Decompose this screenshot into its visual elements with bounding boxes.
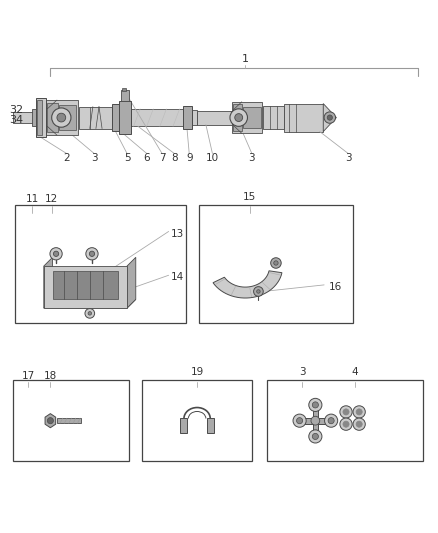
Bar <box>192 110 197 125</box>
Polygon shape <box>44 300 136 308</box>
Text: 9: 9 <box>186 153 193 163</box>
Text: 8: 8 <box>171 153 178 163</box>
Bar <box>243 107 261 128</box>
Bar <box>53 271 118 300</box>
Bar <box>197 110 232 125</box>
Bar <box>267 381 423 462</box>
Circle shape <box>309 398 322 411</box>
Bar <box>122 88 126 91</box>
Circle shape <box>340 406 352 418</box>
Circle shape <box>311 416 320 425</box>
Text: 2: 2 <box>63 153 70 163</box>
Bar <box>142 381 252 462</box>
Circle shape <box>57 113 66 122</box>
Bar <box>313 405 318 437</box>
Circle shape <box>356 409 362 415</box>
Bar <box>44 266 127 308</box>
Bar <box>15 205 186 324</box>
Bar <box>131 109 184 126</box>
Circle shape <box>325 414 338 427</box>
Circle shape <box>89 251 95 256</box>
Bar <box>13 381 129 462</box>
Text: 3: 3 <box>299 367 306 377</box>
Text: 19: 19 <box>191 367 204 377</box>
Bar <box>199 205 353 324</box>
Text: 6: 6 <box>143 153 150 163</box>
Circle shape <box>271 258 281 268</box>
Circle shape <box>343 409 349 415</box>
Text: 4: 4 <box>351 367 358 377</box>
Circle shape <box>356 421 362 427</box>
Polygon shape <box>45 414 56 427</box>
Circle shape <box>327 115 332 120</box>
Circle shape <box>309 430 322 443</box>
Polygon shape <box>323 103 336 132</box>
Bar <box>233 104 242 131</box>
Bar <box>13 112 33 123</box>
Text: 10: 10 <box>206 153 219 163</box>
Polygon shape <box>44 257 53 308</box>
Text: 13: 13 <box>171 229 184 239</box>
Circle shape <box>312 402 318 408</box>
Polygon shape <box>127 257 136 308</box>
Text: 11: 11 <box>25 193 39 204</box>
Bar <box>284 103 323 132</box>
Text: 5: 5 <box>124 153 131 163</box>
Text: 12: 12 <box>45 193 58 204</box>
Bar <box>47 103 58 133</box>
Circle shape <box>297 418 303 424</box>
Text: 7: 7 <box>159 153 166 163</box>
Bar <box>207 418 214 433</box>
Circle shape <box>88 312 92 315</box>
Circle shape <box>85 309 95 318</box>
Bar <box>57 418 81 423</box>
Bar <box>121 90 129 101</box>
Bar <box>79 107 112 128</box>
Circle shape <box>235 114 243 122</box>
Circle shape <box>293 414 306 427</box>
Circle shape <box>274 261 278 265</box>
Text: 15: 15 <box>243 192 256 203</box>
Circle shape <box>53 251 59 256</box>
Text: 1: 1 <box>242 54 249 64</box>
Circle shape <box>353 406 365 418</box>
Text: 3: 3 <box>345 153 352 163</box>
Text: 32: 32 <box>10 104 24 115</box>
Circle shape <box>312 433 318 440</box>
Text: 18: 18 <box>44 371 57 381</box>
Circle shape <box>52 108 71 127</box>
Bar <box>36 98 46 138</box>
Bar <box>180 418 187 433</box>
Circle shape <box>47 418 53 424</box>
Bar <box>183 106 192 129</box>
Circle shape <box>257 290 260 293</box>
Bar <box>59 106 76 130</box>
Circle shape <box>230 109 247 126</box>
Circle shape <box>340 418 352 430</box>
Bar <box>119 101 131 134</box>
Circle shape <box>50 248 62 260</box>
Circle shape <box>254 287 263 296</box>
Circle shape <box>328 418 334 424</box>
Text: 3: 3 <box>248 153 255 163</box>
Text: 17: 17 <box>22 371 35 381</box>
Circle shape <box>86 248 98 260</box>
Bar <box>232 102 262 133</box>
Text: 14: 14 <box>171 272 184 282</box>
Circle shape <box>324 112 336 123</box>
Bar <box>263 106 284 129</box>
Bar <box>46 100 78 135</box>
Polygon shape <box>213 271 282 298</box>
Text: 16: 16 <box>328 282 342 292</box>
Text: 3: 3 <box>91 153 98 163</box>
Text: 34: 34 <box>10 115 24 125</box>
Circle shape <box>343 421 349 427</box>
Bar <box>37 100 42 135</box>
Bar <box>112 104 120 131</box>
Bar <box>300 418 331 424</box>
Bar <box>32 109 36 126</box>
Circle shape <box>353 418 365 430</box>
